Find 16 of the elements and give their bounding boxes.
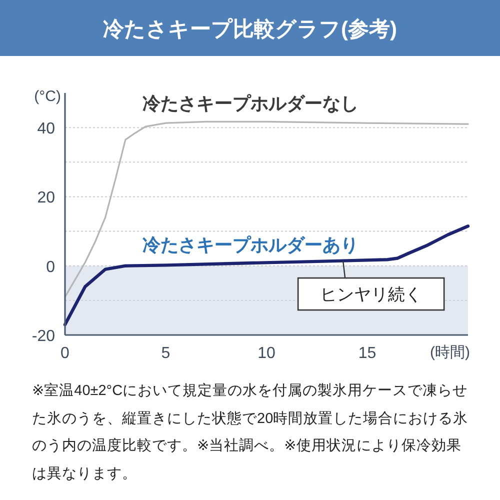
line-series <box>63 224 470 326</box>
y-tick-label: 20 <box>37 190 56 207</box>
x-tick-label: 15 <box>358 345 376 362</box>
y-tick-label: 0 <box>46 258 56 276</box>
x-tick-label: 10 <box>258 345 276 362</box>
x-tick-label: 5 <box>161 345 170 362</box>
chart-title: 冷たさキープ比較グラフ(参考) <box>103 17 397 41</box>
y-axis-title: (°C) <box>34 88 61 105</box>
series-label: 冷たさキープホルダーなし <box>142 94 358 114</box>
y-tick-label: 40 <box>37 120 56 138</box>
text: ※室温40±2°Cにおいて規定量の水を付属の製氷用ケースで凍らせた氷のうを、縦置きにした状態で20時間放置した場合における氷のう内の温度比較です。※当社調べ。※使用状況により保冷効果は異なります。 <box>32 382 470 484</box>
series-label: 冷たさキープホルダーあり <box>142 235 358 255</box>
annotation: ヒンヤリ続く <box>320 285 422 304</box>
x-axis-title: (時間) <box>430 344 470 361</box>
x-tick-label: 0 <box>60 345 70 362</box>
y-tick-label: -20 <box>32 328 56 345</box>
